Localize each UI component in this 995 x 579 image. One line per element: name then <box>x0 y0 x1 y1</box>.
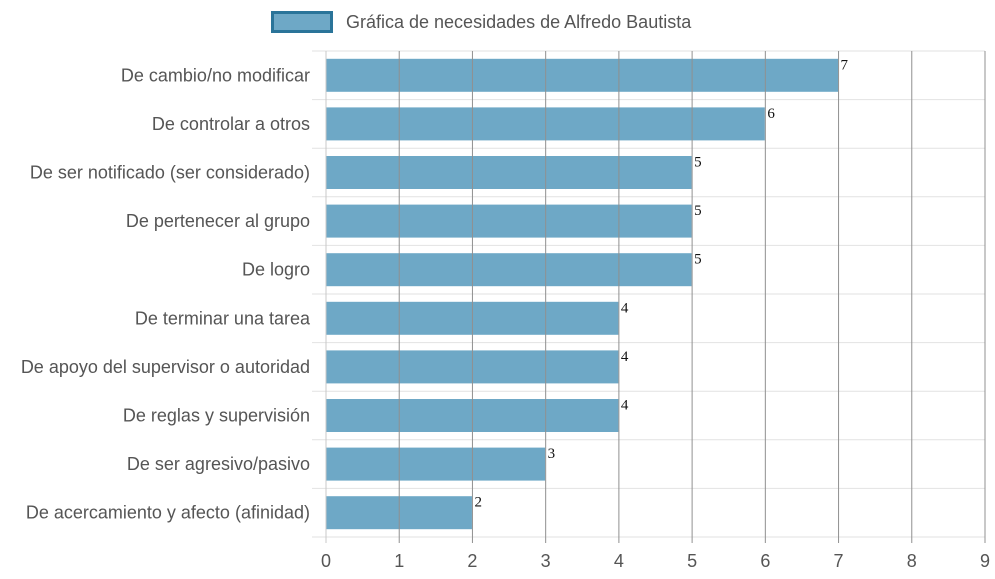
data-label: 3 <box>548 446 556 462</box>
data-label: 5 <box>694 252 702 268</box>
x-tick-label: 8 <box>907 551 917 571</box>
category-label: De cambio/no modificar <box>121 65 310 85</box>
x-tick-label: 2 <box>467 551 477 571</box>
data-label: 7 <box>841 57 849 73</box>
legend-swatch[interactable] <box>271 11 333 33</box>
category-label: De controlar a otros <box>152 114 310 134</box>
category-label: De logro <box>242 260 310 280</box>
x-tick-label: 0 <box>321 551 331 571</box>
x-tick-label: 5 <box>687 551 697 571</box>
bar[interactable] <box>325 155 693 190</box>
x-tick-label: 1 <box>394 551 404 571</box>
x-tick-label: 7 <box>834 551 844 571</box>
bar[interactable] <box>325 446 547 482</box>
legend-label[interactable]: Gráfica de necesidades de Alfredo Bautis… <box>346 12 692 32</box>
bar[interactable] <box>325 252 693 288</box>
category-label: De ser notificado (ser considerado) <box>30 163 310 183</box>
category-label: De ser agresivo/pasivo <box>127 454 310 474</box>
data-label: 2 <box>474 495 482 511</box>
category-label: De reglas y supervisión <box>123 406 310 426</box>
category-label: De terminar una tarea <box>135 308 311 328</box>
data-label: 4 <box>621 300 629 316</box>
category-label: De pertenecer al grupo <box>126 211 310 231</box>
data-label: 4 <box>621 398 629 414</box>
data-label: 4 <box>621 349 629 365</box>
category-label: De acercamiento y afecto (afinidad) <box>26 503 310 523</box>
x-tick-label: 9 <box>980 551 990 571</box>
data-label: 6 <box>767 106 775 122</box>
x-tick-label: 6 <box>760 551 770 571</box>
category-label: De apoyo del supervisor o autoridad <box>21 357 310 377</box>
x-tick-label: 3 <box>541 551 551 571</box>
data-label: 5 <box>694 203 702 219</box>
data-label: 5 <box>694 155 702 171</box>
x-tick-label: 4 <box>614 551 624 571</box>
bar[interactable] <box>325 57 840 93</box>
bar[interactable] <box>325 203 693 239</box>
